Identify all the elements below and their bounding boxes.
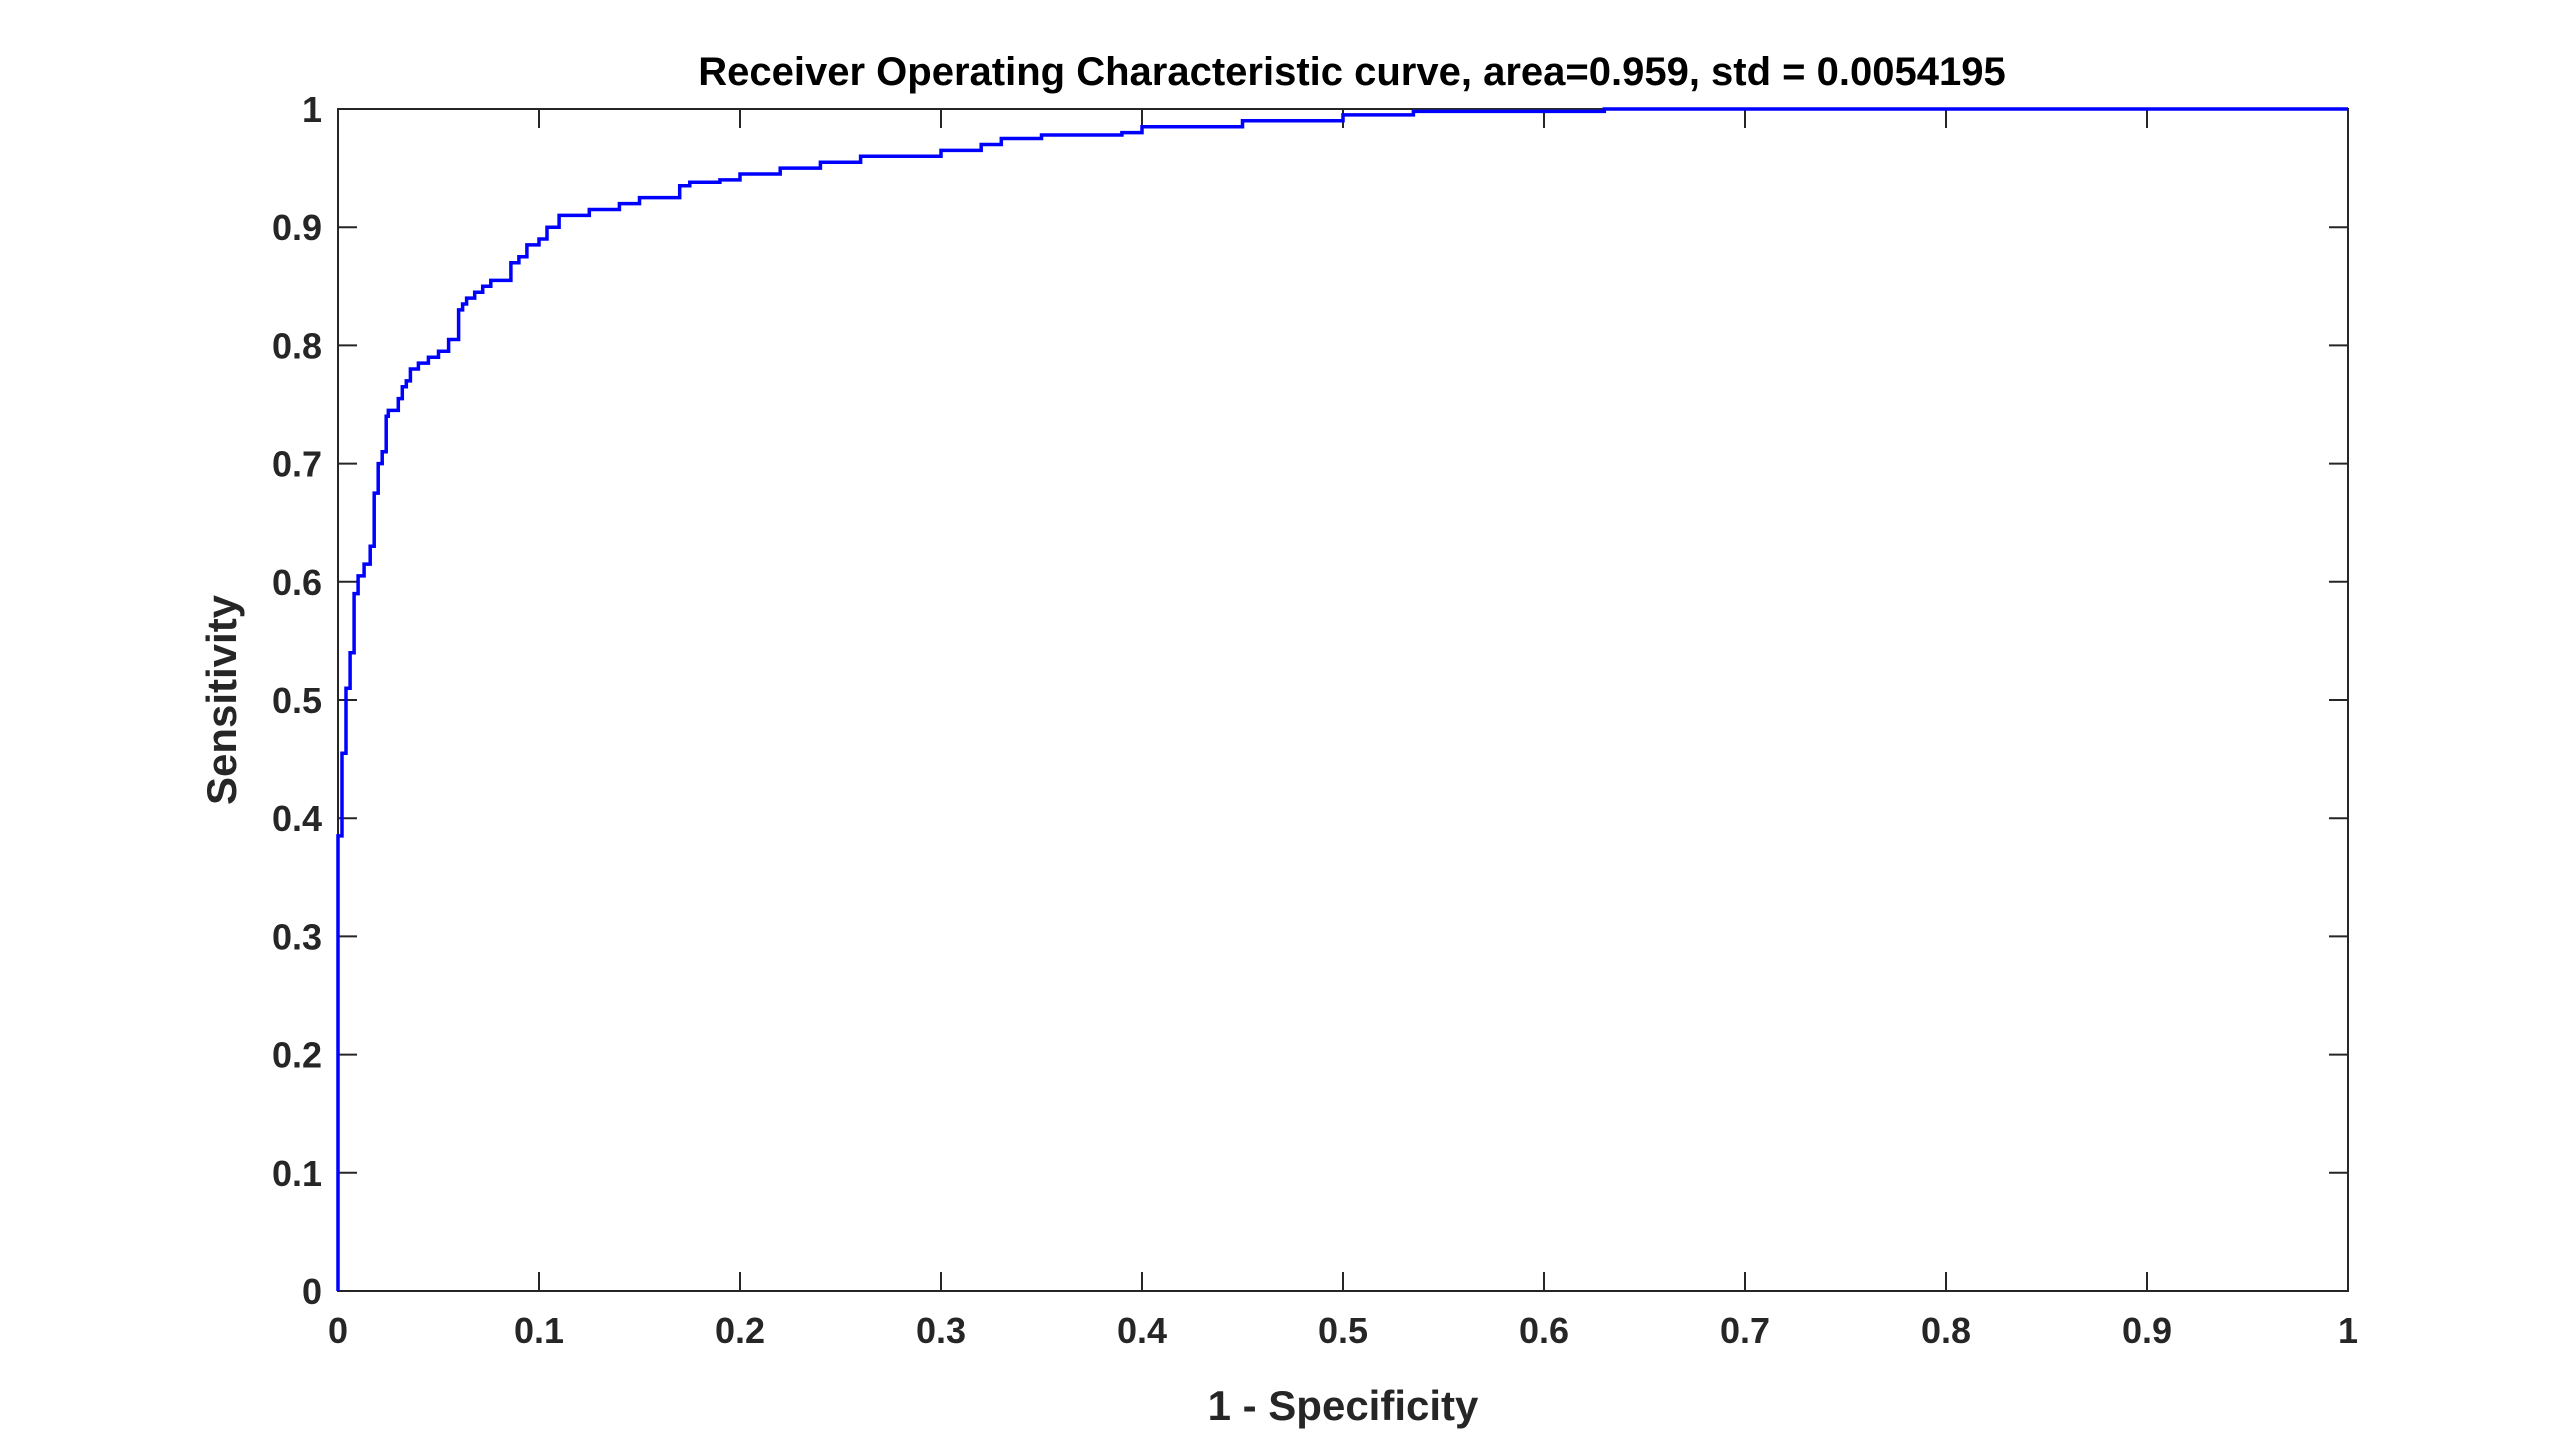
y-tick-label: 0.4 — [272, 798, 322, 839]
x-tick-label: 0.4 — [1117, 1310, 1167, 1351]
x-tick-label: 0.2 — [715, 1310, 765, 1351]
x-tick-label: 0.8 — [1921, 1310, 1971, 1351]
y-tick-label: 1 — [302, 89, 322, 130]
x-tick-label: 0.6 — [1519, 1310, 1569, 1351]
x-axis-label: 1 - Specificity — [1208, 1382, 1479, 1429]
y-tick-label: 0.9 — [272, 207, 322, 248]
x-tick-label: 1 — [2338, 1310, 2358, 1351]
x-tick-label: 0.5 — [1318, 1310, 1368, 1351]
y-tick-labels: 0 0.1 0.2 0.3 0.4 0.5 0.6 0.7 0.8 0.9 1 — [272, 89, 322, 1312]
y-tick-label: 0.6 — [272, 562, 322, 603]
plot-area: 0 0.1 0.2 0.3 0.4 0.5 0.6 0.7 0.8 0.9 1 0 0.1 0.2 0.3… — [272, 89, 2358, 1351]
y-tick-label: 0.5 — [272, 680, 322, 721]
y-tick-label: 0.8 — [272, 325, 322, 366]
x-tick-label: 0.9 — [2122, 1310, 2172, 1351]
y-tick-label: 0.2 — [272, 1035, 322, 1076]
y-tick-label: 0 — [302, 1271, 322, 1312]
x-tick-label: 0 — [328, 1310, 348, 1351]
x-tick-label: 0.7 — [1720, 1310, 1770, 1351]
y-tick-label: 0.7 — [272, 444, 322, 485]
roc-curve-line — [336, 107, 2348, 1291]
x-tick-label: 0.1 — [514, 1310, 564, 1351]
x-tick-labels: 0 0.1 0.2 0.3 0.4 0.5 0.6 0.7 0.8 0.9 1 — [328, 1310, 2358, 1351]
y-axis-label: Sensitivity — [198, 594, 245, 805]
axes-frame — [337, 108, 2349, 1292]
chart-title: Receiver Operating Characteristic curve,… — [698, 50, 2005, 94]
y-tick-label: 0.1 — [272, 1153, 322, 1194]
x-tick-label: 0.3 — [916, 1310, 966, 1351]
y-tick-label: 0.3 — [272, 916, 322, 957]
